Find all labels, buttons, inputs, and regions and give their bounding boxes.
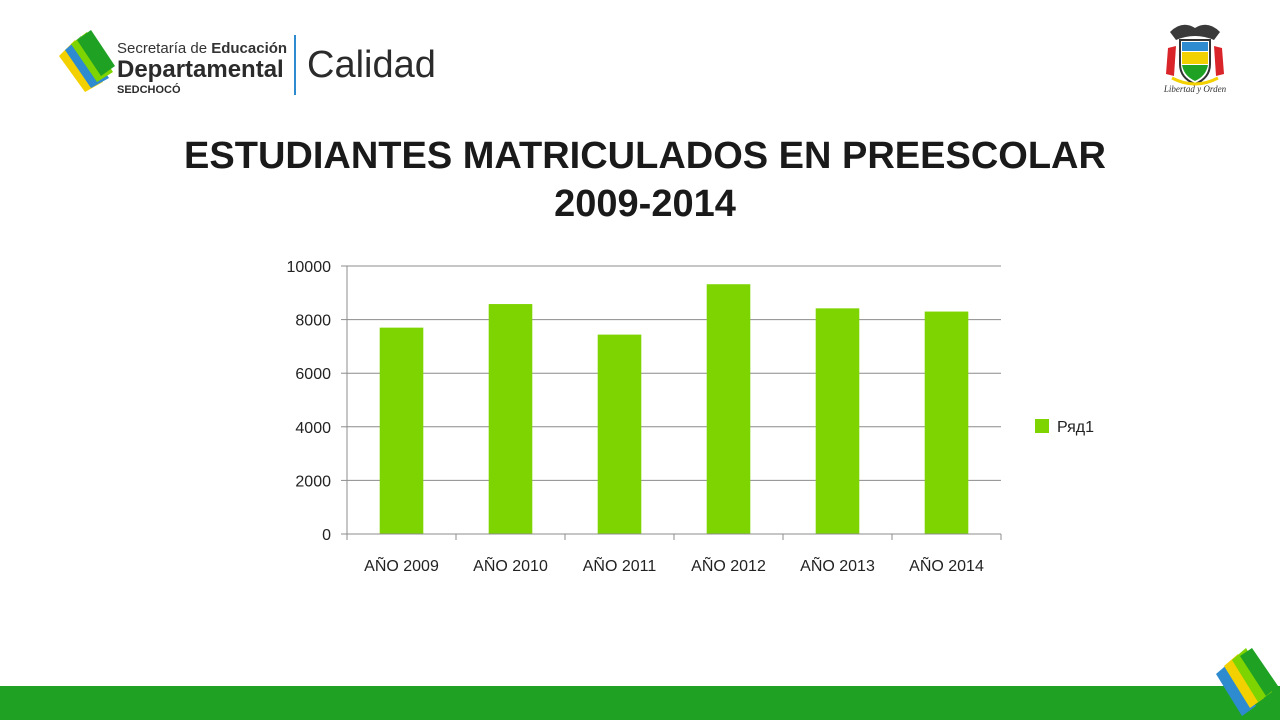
bar: [706, 284, 751, 534]
y-tick-label: 0: [322, 527, 331, 544]
bar: [815, 308, 860, 534]
slide-title-line2: 2009-2014: [554, 183, 736, 225]
x-category-label: AÑO 2014: [909, 555, 984, 575]
bar: [597, 334, 642, 534]
bar: [488, 304, 533, 534]
bar: [379, 327, 424, 534]
bars: [379, 284, 969, 534]
logo-brand-calidad: Calidad: [307, 44, 436, 86]
logo-divider: [294, 35, 296, 95]
y-tick-label: 6000: [295, 366, 331, 383]
legend-label: Ряд1: [1057, 419, 1094, 436]
footer-book-logo-icon: [1216, 648, 1278, 716]
book-logo-icon: [59, 30, 115, 92]
logo-line2: Departamental: [117, 56, 284, 83]
legend: Ряд1: [1035, 419, 1094, 436]
gridlines: [347, 265, 1001, 535]
y-tick-label: 4000: [295, 420, 331, 437]
footer-bar: [0, 686, 1280, 720]
legend-swatch: [1035, 419, 1049, 433]
slide-title: ESTUDIANTES MATRICULADOS EN PREESCOLAR 2…: [100, 132, 1190, 228]
x-category-label: AÑO 2013: [800, 555, 875, 575]
logo-line1: Secretaría de Educación: [117, 40, 288, 57]
coat-of-arms-icon: [1166, 24, 1224, 86]
axes: [341, 265, 1002, 540]
y-tick-label: 8000: [295, 313, 331, 330]
x-category-label: AÑO 2011: [583, 555, 657, 575]
slide-title-line1: ESTUDIANTES MATRICULADOS EN PREESCOLAR: [184, 135, 1106, 177]
logo-line3: SEDCHOCÓ: [117, 84, 181, 96]
x-category-label: AÑO 2009: [364, 555, 439, 575]
coat-caption: Libertad y Orden: [1163, 84, 1227, 94]
y-tick-labels: 0 2000 4000 6000 8000 10000: [287, 259, 332, 544]
x-category-label: AÑO 2010: [473, 555, 548, 575]
y-tick-label: 2000: [295, 473, 331, 490]
sed-logo: Secretaría de Educación Departamental SE…: [55, 30, 455, 100]
x-category-label: AÑO 2012: [691, 555, 766, 575]
bar: [924, 311, 969, 534]
x-category-labels: AÑO 2009 AÑO 2010 AÑO 2011 AÑO 2012 AÑO 2013…: [364, 555, 984, 575]
y-tick-label: 10000: [287, 259, 332, 276]
